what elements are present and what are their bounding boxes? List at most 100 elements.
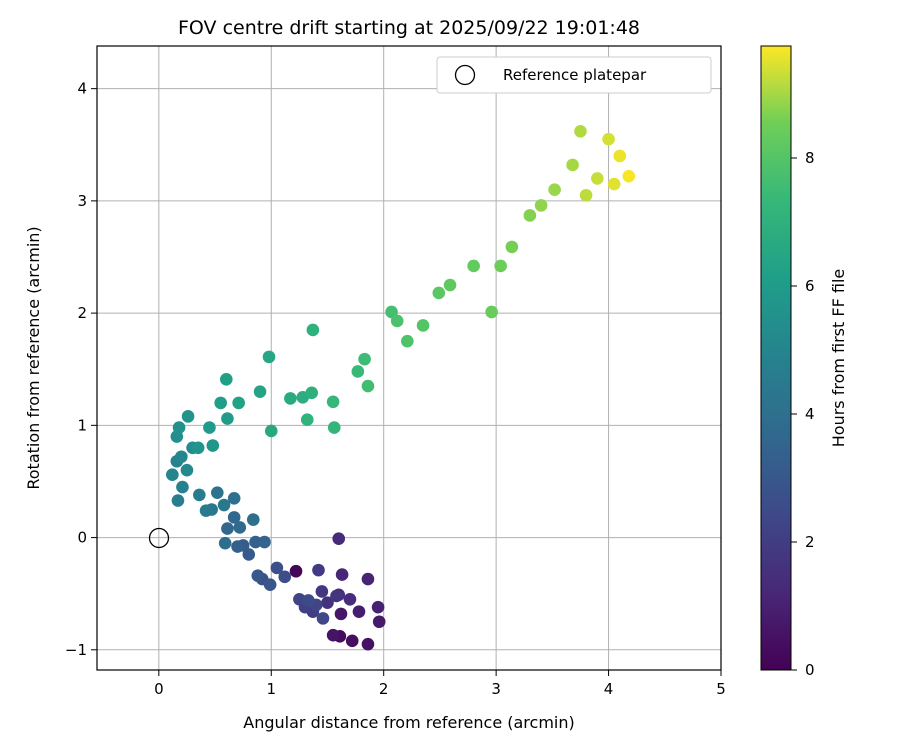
data-point [321,596,334,609]
colorbar-ticks: 0 2 4 6 8 [791,149,815,679]
data-point [221,412,234,425]
data-point [218,536,232,550]
data-point [361,379,375,393]
x-tick-label: 1 [266,680,276,698]
y-tick-label: 0 [77,529,87,547]
data-point [251,569,265,583]
data-point [579,188,593,202]
colorbar-gradient [760,45,792,671]
data-point [166,468,179,482]
data-point [335,568,349,581]
legend-entry-reference: Reference platepar [503,66,647,84]
data-point [361,572,375,586]
colorbar-tick-label: 8 [805,149,815,167]
data-point [361,637,375,651]
data-point [622,169,636,183]
data-point [401,334,414,348]
data-point [613,149,627,163]
data-point [330,589,343,603]
data-point [505,240,519,254]
y-tick-label: 4 [77,80,87,98]
data-point [326,395,340,409]
legend: Reference platepar [436,56,712,94]
x-axis-label: Angular distance from reference (arcmin) [243,713,574,732]
data-point [607,177,621,191]
data-point [217,498,231,512]
data-point [591,172,604,185]
x-tick-label: 4 [604,680,614,698]
chart-title: FOV centre drift starting at 2025/09/22 … [178,17,640,39]
data-point [176,480,189,494]
colorbar-tick-label: 4 [805,405,815,423]
y-tick-label: 3 [77,192,87,210]
data-point [316,612,330,625]
grid-layer [97,46,722,670]
data-point [278,570,292,584]
data-point [332,532,346,545]
data-point [233,521,247,534]
data-point [242,548,256,561]
data-point [180,463,194,477]
data-point [171,494,185,507]
data-points [166,124,636,651]
colorbar-tick-label: 6 [805,277,815,295]
data-point [351,365,365,378]
data-point [312,563,325,577]
x-tick-label: 2 [379,680,389,698]
plot-frame [96,45,722,671]
data-point [302,594,315,607]
data-point [358,352,371,366]
data-point [300,413,314,427]
data-point [326,628,340,642]
data-point [315,585,329,598]
y-tick-label: 2 [77,304,87,322]
y-axis: −1 0 1 2 3 4 [65,80,97,659]
data-point [263,578,277,592]
data-point [574,124,587,138]
y-axis-label: Rotation from reference (arcmin) [24,226,43,489]
data-point [262,350,276,364]
data-point [175,450,188,464]
y-tick-label: 1 [77,416,87,434]
data-point [227,511,241,524]
data-point [211,486,224,499]
data-point [534,199,548,212]
data-point [343,592,357,606]
data-point [432,286,446,300]
data-point [416,319,430,332]
data-point [467,259,480,273]
data-point [345,634,359,648]
data-point [203,421,216,434]
data-point [371,600,385,614]
data-point [327,421,341,434]
data-point [566,158,579,172]
data-point [206,439,220,452]
data-point [289,564,303,578]
colorbar-tick-label: 0 [805,661,815,679]
colorbar-label: Hours from first FF file [829,269,848,448]
data-point [352,605,366,618]
legend-box [436,56,712,94]
x-tick-label: 5 [716,680,726,698]
data-point [181,410,195,423]
data-point [219,373,233,386]
legend-reference-marker [454,64,476,86]
data-point [214,396,227,410]
x-tick-label: 3 [491,680,501,698]
data-point [227,491,241,505]
reference-platepar-marker [148,527,170,549]
data-point [334,607,348,621]
data-point [191,441,205,455]
data-point [523,209,537,222]
data-point [172,421,186,434]
data-point [253,385,267,398]
data-point [306,323,320,337]
data-point [385,305,398,319]
data-point [485,305,498,319]
data-point [232,396,245,410]
x-axis: 0 1 2 3 4 5 [154,670,726,698]
data-point [199,504,213,517]
colorbar-tick-label: 2 [805,533,815,551]
data-point [270,561,284,575]
x-tick-label: 0 [154,680,164,698]
